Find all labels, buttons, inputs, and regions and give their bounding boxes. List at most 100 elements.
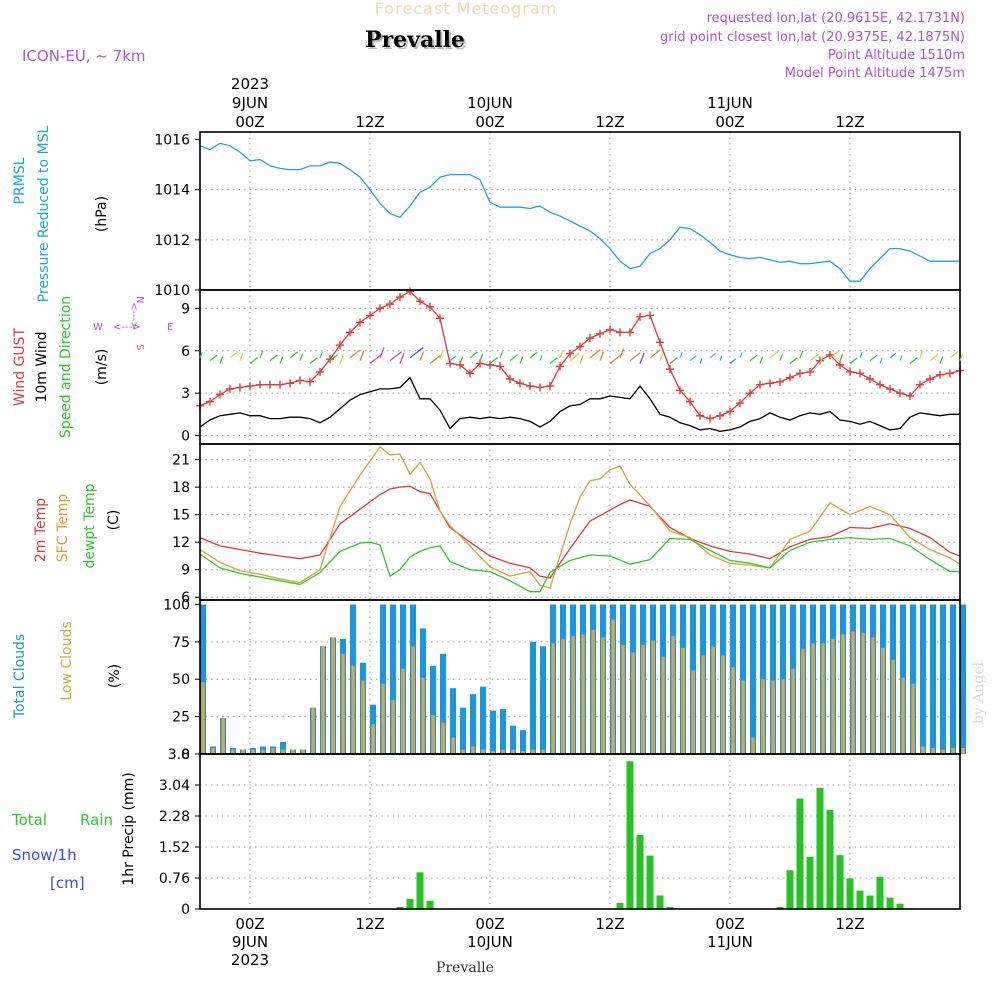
- grid-point-coords: grid point closest lon,lat (20.9375E, 42…: [660, 30, 965, 45]
- top-time-label: 2023: [231, 75, 269, 93]
- wind-direction-arrow: [909, 357, 918, 364]
- wind-direction-arrow: [729, 358, 737, 364]
- y-tick-label: 12: [172, 535, 190, 551]
- gust-marker: [636, 312, 644, 321]
- low-cloud-bar: [901, 677, 905, 754]
- gust-marker: [696, 411, 704, 420]
- y-tick-label: 75: [172, 635, 190, 651]
- precip-total-label: Total: [11, 811, 47, 829]
- gust-marker: [496, 362, 504, 371]
- y-tick-label: 9: [181, 563, 190, 579]
- 10m-wind-line: [199, 376, 960, 432]
- wind-direction-arrow: [539, 354, 543, 361]
- top-time-label: 00Z: [475, 113, 504, 131]
- precip-bar: [666, 907, 674, 909]
- low-cloud-bar: [641, 644, 645, 754]
- low-cloud-bar: [571, 635, 575, 754]
- y-tick-label: 1010: [154, 283, 190, 299]
- low-cloud-bar: [231, 749, 235, 754]
- gust-marker: [346, 328, 354, 337]
- low-cloud-bar: [491, 751, 495, 754]
- gust-marker: [666, 365, 674, 374]
- top-time-label: 9JUN: [232, 94, 268, 112]
- compass-south: S: [134, 344, 145, 350]
- 2m-temp-line: [199, 485, 961, 579]
- bottom-time-label: 00Z: [475, 915, 504, 933]
- gust-marker: [556, 362, 564, 371]
- gust-marker: [566, 349, 574, 358]
- temp-unit-label: (C): [106, 510, 122, 531]
- top-time-label: 00Z: [235, 113, 264, 131]
- y-tick-label: 1014: [154, 183, 190, 199]
- point-altitude: Point Altitude 1510m: [828, 48, 965, 63]
- wind-direction-arrow: [589, 349, 601, 359]
- gust-marker: [426, 302, 434, 311]
- low-cloud-bar: [881, 647, 885, 754]
- precip-bar: [796, 798, 804, 909]
- gust-marker: [406, 287, 414, 296]
- gust-marker: [626, 328, 634, 337]
- top-time-label: 12Z: [595, 113, 624, 131]
- gust-marker: [366, 311, 374, 320]
- gust-marker: [756, 380, 764, 389]
- low-cloud-bar: [841, 634, 845, 754]
- wind-direction-arrow: [549, 357, 558, 364]
- precip-bar: [896, 903, 904, 909]
- low-cloud-bar: [211, 748, 215, 754]
- y-tick-label: 3.8: [168, 747, 190, 763]
- wind-direction-arrow: [309, 357, 318, 364]
- location-title: Prevalle: [367, 29, 467, 55]
- low-cloud-bar: [931, 748, 935, 754]
- total-cloud-bar: [540, 646, 546, 754]
- pressure-unit-label: (hPa): [94, 196, 110, 232]
- model-label: ICON-EU, ~ 7km: [22, 47, 146, 65]
- gust-marker: [526, 382, 534, 391]
- wind-direction-arrow: [939, 356, 944, 364]
- wind-direction-arrow: [329, 354, 338, 362]
- wind-direction-arrow: [599, 351, 605, 361]
- wind-direction-arrow: [699, 358, 703, 364]
- wind-direction-arrow: [849, 357, 858, 364]
- wind-direction-arrow: [789, 357, 798, 364]
- low-cloud-bar: [721, 655, 725, 754]
- y-tick-label: 9: [181, 301, 190, 317]
- gust-marker: [766, 379, 774, 388]
- total-cloud-bar: [500, 709, 506, 754]
- wind-direction-arrow: [719, 355, 723, 361]
- wind-direction-arrow: [809, 353, 819, 362]
- clouds-panel: Total Clouds Low Clouds (%) 0 25 50 75 100: [12, 597, 966, 763]
- gust-marker: [396, 293, 404, 302]
- gust-marker: [646, 311, 654, 320]
- wind-direction-arrow: [239, 353, 244, 361]
- total-cloud-bar: [200, 604, 206, 754]
- precip-bar: [646, 855, 654, 909]
- precip-bar: [826, 809, 834, 909]
- low-cloud-bar: [261, 749, 265, 754]
- gust-marker: [446, 359, 454, 368]
- wind-direction-arrow: [279, 356, 284, 364]
- wind-direction-arrow: [249, 356, 259, 364]
- low-cloud-bar: [711, 646, 715, 754]
- low-cloud-bar: [321, 646, 325, 754]
- pressure-msl-label: Pressure Reduced to MSL: [36, 125, 52, 302]
- bottom-time-label: 11JUN: [707, 933, 753, 951]
- low-cloud-bar: [851, 631, 855, 754]
- precip-bar: [656, 895, 664, 909]
- total-cloud-bar: [490, 710, 496, 754]
- y-tick-label: 3.04: [159, 778, 190, 794]
- wind-direction-arrow: [879, 357, 883, 364]
- wind-direction-arrow: [759, 356, 764, 364]
- low-cloud-bar: [301, 749, 305, 754]
- low-cloud-bar: [771, 680, 775, 754]
- gust-marker: [336, 341, 344, 350]
- credit-watermark: by Angel: [971, 661, 987, 724]
- low-cloud-bar: [891, 659, 895, 754]
- precip-bar: [406, 898, 414, 909]
- precip-bar: [636, 834, 644, 909]
- y-tick-label: 0: [181, 429, 190, 445]
- low-cloud-bar: [341, 653, 345, 754]
- total-cloud-bar: [930, 604, 936, 754]
- low-cloud-bar: [691, 670, 695, 754]
- gust-marker: [276, 380, 284, 389]
